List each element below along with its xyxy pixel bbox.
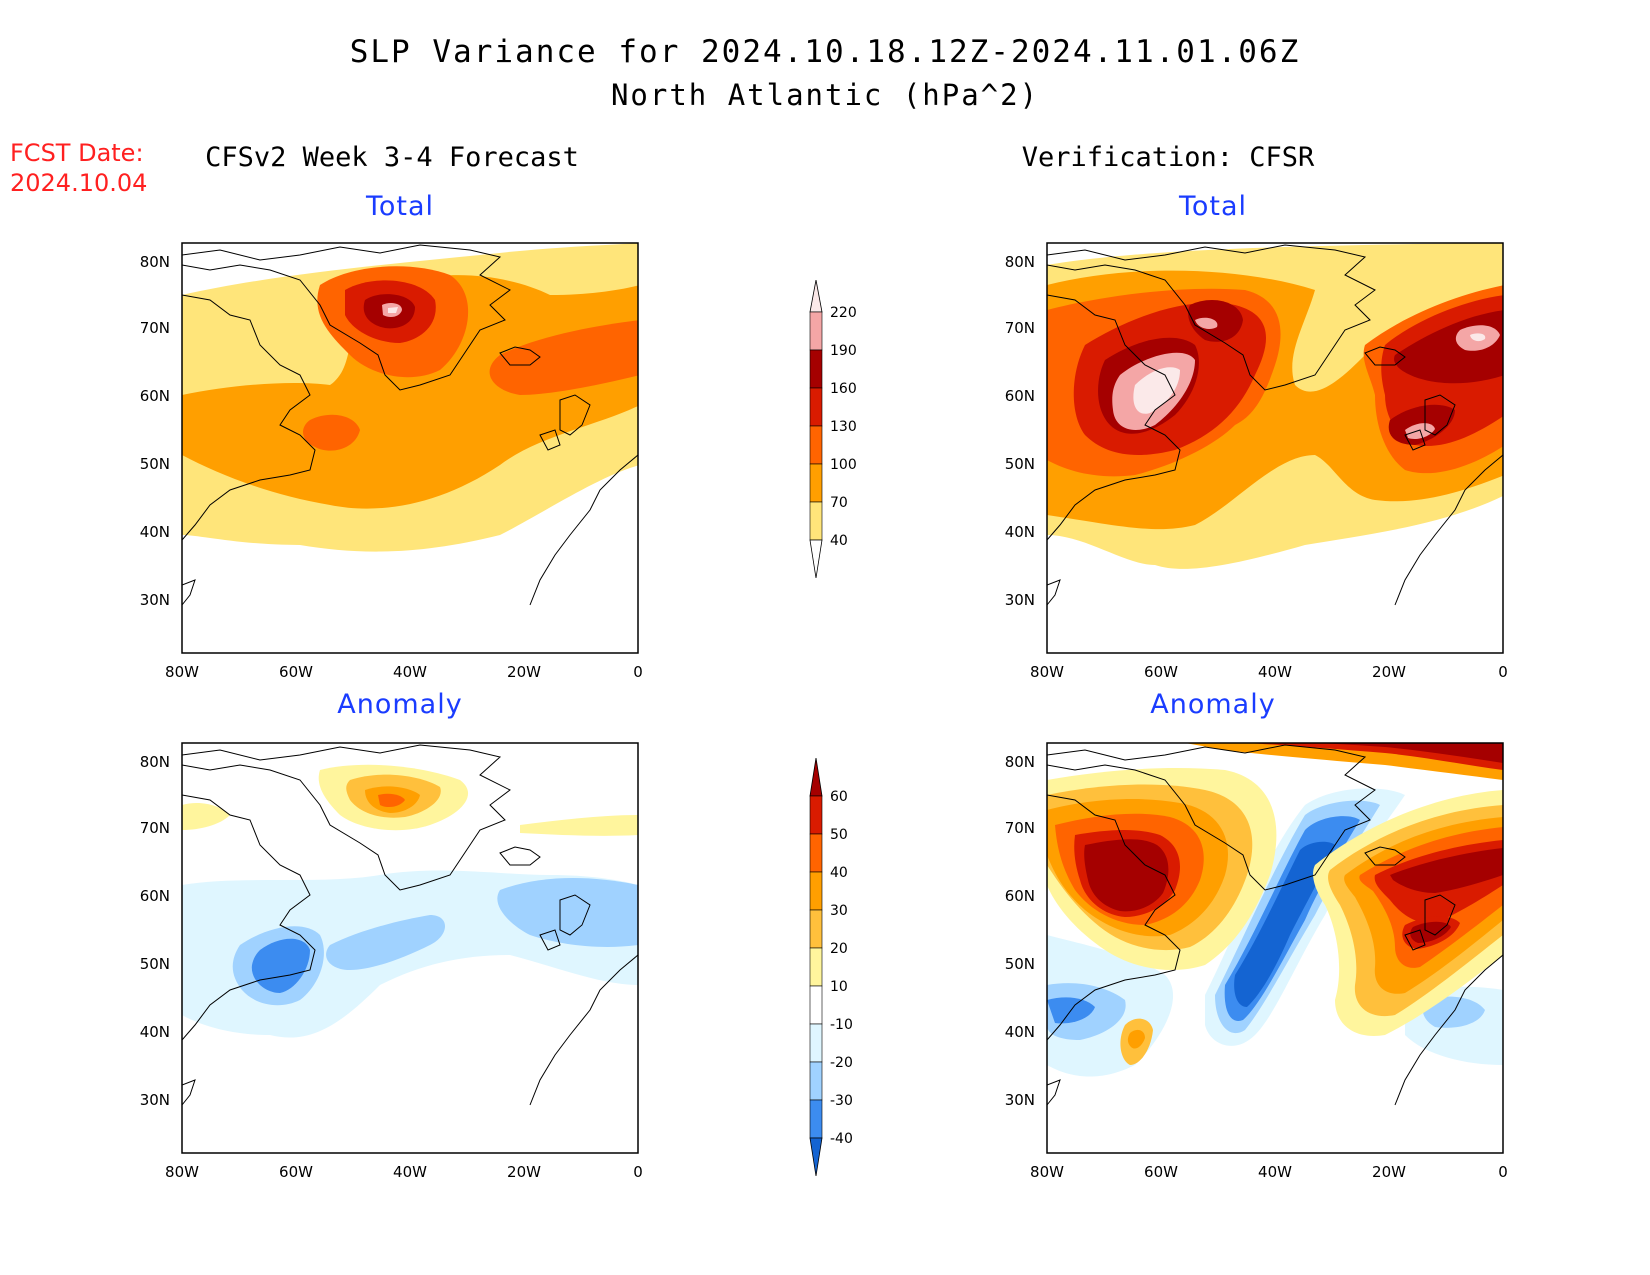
lat-tick-70: 70N: [1005, 819, 1035, 837]
anomaly-colorbar-swatch: [809, 795, 823, 835]
lon-tick-20w: 20W: [507, 1163, 541, 1181]
lon-tick-0: 0: [633, 1163, 643, 1181]
lon-tick-40w: 40W: [393, 1163, 427, 1181]
total-colorbar-swatch: [809, 425, 823, 465]
anomaly-colorbar-swatch: [809, 909, 823, 949]
lon-tick-80w: 80W: [165, 663, 199, 681]
total-colorbar-bottom-cap: [809, 539, 823, 579]
verification-anomaly-title: Anomaly: [1150, 689, 1276, 720]
lat-tick-50: 50N: [140, 455, 170, 473]
anomaly-colorbar-label: 30: [830, 903, 848, 919]
anomaly-colorbar-swatch: [809, 833, 823, 873]
total-colorbar-swatch: [809, 501, 823, 541]
lat-tick-40: 40N: [140, 1023, 170, 1041]
total-colorbar-label: 160: [830, 381, 857, 397]
total-colorbar-svg: 220 190 160 130 100 70 40: [809, 280, 857, 579]
lon-tick-40w: 40W: [1258, 663, 1292, 681]
forecast-date-value: 2024.10.04: [10, 169, 148, 197]
lon-tick-0: 0: [1498, 1163, 1508, 1181]
left-column-title: CFSv2 Week 3-4 Forecast: [205, 142, 579, 173]
anomaly-colorbar-label: 10: [830, 979, 848, 995]
main-subtitle: North Atlantic (hPa^2): [610, 78, 1040, 112]
total-colorbar-label: 70: [830, 495, 848, 511]
lon-tick-60w: 60W: [279, 663, 313, 681]
forecast-date-label: FCST Date:: [10, 139, 144, 167]
lat-tick-50: 50N: [1005, 455, 1035, 473]
lon-tick-20w: 20W: [1372, 1163, 1406, 1181]
lon-tick-80w: 80W: [1030, 663, 1064, 681]
lat-tick-40: 40N: [140, 523, 170, 541]
lat-tick-80: 80N: [1005, 253, 1035, 271]
lat-tick-70: 70N: [140, 319, 170, 337]
lat-tick-70: 70N: [140, 819, 170, 837]
lat-tick-30: 30N: [140, 1091, 170, 1109]
lat-tick-60: 60N: [1005, 887, 1035, 905]
lon-tick-60w: 60W: [279, 1163, 313, 1181]
lat-tick-40: 40N: [1005, 523, 1035, 541]
verification-total-title: Total: [1178, 191, 1248, 222]
lat-tick-30: 30N: [140, 591, 170, 609]
lat-tick-60: 60N: [1005, 387, 1035, 405]
total-colorbar-label: 190: [830, 343, 857, 359]
anomaly-colorbar: 60 50 40 30 20 10 -10 -20 -30 -40: [800, 758, 880, 1218]
anomaly-colorbar-swatch: [809, 985, 823, 1025]
lon-tick-60w: 60W: [1144, 1163, 1178, 1181]
main-title: SLP Variance for 2024.10.18.12Z-2024.11.…: [349, 34, 1301, 70]
lat-tick-80: 80N: [1005, 753, 1035, 771]
lat-tick-80: 80N: [140, 253, 170, 271]
total-colorbar-swatch: [809, 349, 823, 389]
total-colorbar-swatch: [809, 387, 823, 427]
lon-tick-0: 0: [633, 663, 643, 681]
lat-tick-50: 50N: [1005, 955, 1035, 973]
lon-tick-80w: 80W: [165, 1163, 199, 1181]
anomaly-colorbar-swatch: [809, 1023, 823, 1063]
anomaly-colorbar-label: -30: [830, 1093, 853, 1109]
anomaly-colorbar-label: -40: [830, 1131, 853, 1147]
lon-tick-40w: 40W: [393, 663, 427, 681]
anomaly-colorbar-label: 60: [830, 789, 848, 805]
forecast-anomaly-title: Anomaly: [337, 689, 463, 720]
anomaly-colorbar-label: 50: [830, 827, 848, 843]
lon-tick-20w: 20W: [507, 663, 541, 681]
anomaly-colorbar-top-cap: [809, 758, 823, 797]
lat-tick-50: 50N: [140, 955, 170, 973]
lon-tick-40w: 40W: [1258, 1163, 1292, 1181]
forecast-date: FCST Date: 2024.10.04: [10, 138, 147, 198]
anomaly-colorbar-svg: 60 50 40 30 20 10 -10 -20 -30 -40: [809, 758, 853, 1177]
lon-tick-60w: 60W: [1144, 663, 1178, 681]
lat-tick-60: 60N: [140, 387, 170, 405]
lat-tick-60: 60N: [140, 887, 170, 905]
verification-anomaly-map: 80N 70N 60N 50N 40N 30N 80W 60W 40W 20W …: [985, 735, 1545, 1185]
lon-tick-20w: 20W: [1372, 663, 1406, 681]
anomaly-colorbar-swatch: [809, 1099, 823, 1139]
anomaly-colorbar-swatch: [809, 947, 823, 987]
forecast-total-title: Total: [365, 191, 435, 222]
forecast-total-map: 80N 70N 60N 50N 40N 30N 80W 60W 40W 20W …: [120, 235, 680, 685]
total-colorbar-label: 220: [830, 305, 857, 321]
anomaly-colorbar-label: 40: [830, 865, 848, 881]
anomaly-colorbar-bottom-cap: [809, 1137, 823, 1177]
anomaly-colorbar-label: 20: [830, 941, 848, 957]
lat-tick-30: 30N: [1005, 591, 1035, 609]
right-column-title: Verification: CFSR: [1021, 142, 1315, 173]
total-colorbar-swatch: [809, 311, 823, 351]
verification-total-map: 80N 70N 60N 50N 40N 30N 80W 60W 40W 20W …: [985, 235, 1545, 685]
anomaly-colorbar-swatch: [809, 1061, 823, 1101]
lat-tick-70: 70N: [1005, 319, 1035, 337]
lat-tick-40: 40N: [1005, 1023, 1035, 1041]
total-colorbar-label: 100: [830, 457, 857, 473]
total-colorbar-label: 130: [830, 419, 857, 435]
anomaly-colorbar-swatch: [809, 871, 823, 911]
forecast-anomaly-map: 80N 70N 60N 50N 40N 30N 80W 60W 40W 20W …: [120, 735, 680, 1185]
lat-tick-30: 30N: [1005, 1091, 1035, 1109]
total-colorbar-top-cap: [809, 280, 823, 313]
total-colorbar-label: 40: [830, 533, 848, 549]
lon-tick-80w: 80W: [1030, 1163, 1064, 1181]
total-colorbar-swatch: [809, 463, 823, 503]
total-colorbar: 220 190 160 130 100 70 40: [800, 280, 880, 620]
lon-tick-0: 0: [1498, 663, 1508, 681]
lat-tick-80: 80N: [140, 753, 170, 771]
anomaly-colorbar-label: -20: [830, 1055, 853, 1071]
anomaly-colorbar-label: -10: [830, 1017, 853, 1033]
